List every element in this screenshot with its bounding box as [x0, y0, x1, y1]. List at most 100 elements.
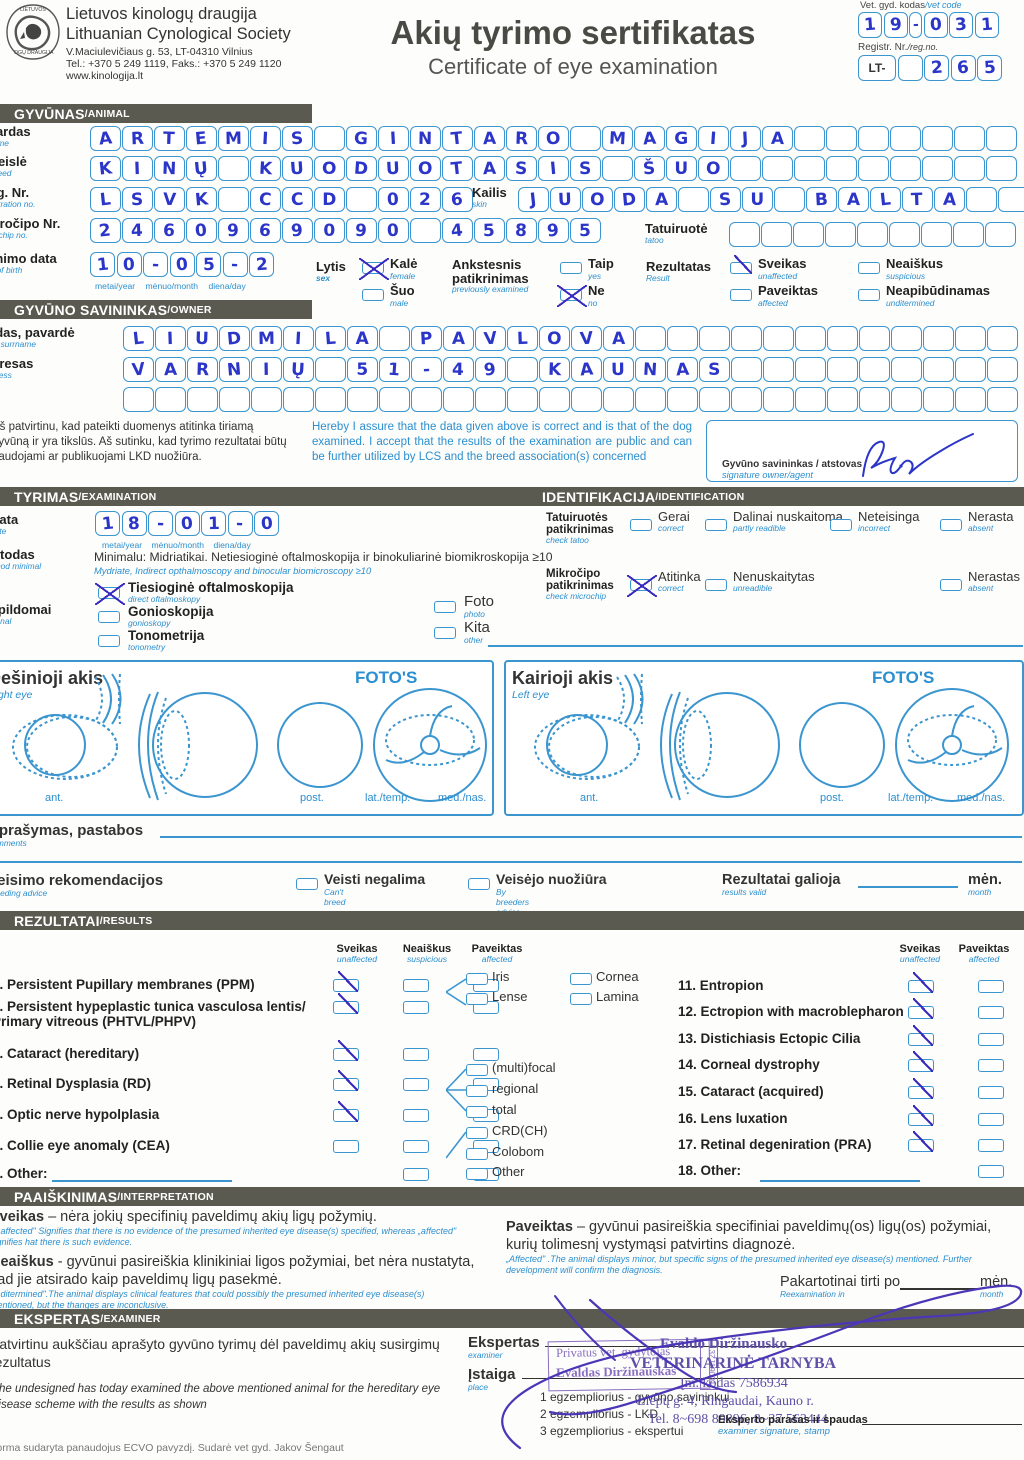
char-cell[interactable]: T [442, 156, 473, 181]
char-cell[interactable]: 0 [378, 187, 409, 212]
owner-address-field-2[interactable] [123, 387, 1019, 412]
char-cell[interactable]: T [154, 126, 185, 151]
char-cell[interactable] [795, 326, 826, 351]
char-cell[interactable]: 6 [442, 187, 473, 212]
char-cell[interactable]: A [155, 357, 186, 382]
char-cell[interactable]: S [282, 126, 313, 151]
char-cell[interactable]: L [123, 326, 154, 351]
cea-sub-colobom[interactable]: Colobom [466, 1144, 544, 1165]
char-cell[interactable] [635, 326, 666, 351]
chip-option-0[interactable]: Atitinka correct [627, 569, 701, 597]
char-cell[interactable] [219, 387, 250, 412]
chip-option-2[interactable]: Nerastas absent [940, 569, 1020, 596]
char-cell[interactable]: A [571, 357, 602, 382]
examiner-signature-line[interactable] [862, 1424, 1022, 1426]
char-cell[interactable]: 8 [121, 511, 147, 536]
char-cell[interactable]: - [411, 357, 442, 382]
char-cell[interactable] [475, 387, 506, 412]
chip-option-1[interactable]: Nenuskaitytas unreadible [705, 569, 815, 596]
char-cell[interactable]: 0 [174, 511, 200, 536]
char-cell[interactable] [827, 357, 858, 382]
char-cell[interactable]: I [155, 326, 186, 351]
char-cell[interactable] [793, 222, 824, 247]
char-cell[interactable]: T [442, 126, 473, 151]
char-cell[interactable]: G [666, 126, 697, 151]
char-cell[interactable]: 1 [90, 252, 115, 277]
result-suspicious-checkbox[interactable] [403, 1109, 429, 1122]
char-cell[interactable] [890, 156, 921, 181]
result-unaffected-checkbox[interactable] [730, 255, 752, 274]
char-cell[interactable]: D [614, 187, 645, 212]
vet-code-field[interactable]: 1 9 - 0 3 1 [858, 12, 1000, 38]
char-cell[interactable]: S [699, 357, 730, 382]
char-cell[interactable] [859, 387, 890, 412]
char-cell[interactable]: A [762, 126, 793, 151]
char-cell[interactable] [858, 156, 889, 181]
char-cell[interactable] [954, 156, 985, 181]
tattoo-option-checkbox[interactable] [830, 519, 852, 531]
reg-no-field[interactable]: LT- 2 6 5 [858, 55, 1004, 81]
char-cell[interactable]: - [148, 511, 173, 536]
result-unaffected-checkbox[interactable] [908, 998, 934, 1019]
char-cell[interactable] [123, 387, 154, 412]
char-cell[interactable] [571, 387, 602, 412]
result-suspicious-checkbox[interactable] [858, 262, 880, 274]
char-cell[interactable]: I [378, 126, 409, 151]
char-cell[interactable] [603, 387, 634, 412]
char-cell[interactable]: 1 [379, 357, 410, 382]
char-cell[interactable]: U [282, 156, 313, 181]
char-cell[interactable] [678, 187, 709, 212]
char-cell[interactable] [922, 126, 953, 151]
char-cell[interactable]: D [346, 156, 377, 181]
char-cell[interactable] [410, 218, 441, 243]
char-cell[interactable]: D [219, 326, 250, 351]
result-unaffected-checkbox[interactable] [333, 1140, 359, 1153]
sex-female-option[interactable]: Kalė female [359, 257, 417, 281]
char-cell[interactable] [539, 387, 570, 412]
char-cell[interactable] [922, 156, 953, 181]
char-cell[interactable] [729, 222, 760, 247]
char-cell[interactable]: O [410, 156, 441, 181]
char-cell[interactable] [635, 387, 666, 412]
char-cell[interactable] [987, 326, 1018, 351]
char-cell[interactable] [826, 156, 857, 181]
char-cell[interactable]: 2 [249, 252, 274, 277]
result-option-unditermined[interactable]: Neapibūdinamas unditermined [858, 284, 990, 308]
reexamination-input[interactable] [900, 1288, 978, 1290]
cea-colobom-checkbox[interactable] [466, 1148, 488, 1160]
result-unaffected-checkbox[interactable] [333, 971, 359, 992]
char-cell[interactable]: 5 [347, 357, 378, 382]
char-cell[interactable] [794, 126, 825, 151]
char-cell[interactable] [762, 156, 793, 181]
char-cell[interactable]: O [539, 326, 570, 351]
char-cell[interactable] [667, 326, 698, 351]
char-cell[interactable]: - [222, 252, 248, 277]
comments-line-2[interactable] [0, 861, 1022, 863]
exam-extra-option-other[interactable]: Kita other [434, 619, 490, 645]
char-cell[interactable] [953, 222, 984, 247]
char-cell[interactable] [761, 222, 792, 247]
char-cell[interactable] [347, 387, 378, 412]
char-cell[interactable]: V [154, 187, 185, 212]
rd-sub-regional[interactable]: regional [466, 1081, 538, 1102]
result-unaffected-checkbox[interactable] [908, 1105, 934, 1126]
char-cell[interactable] [218, 187, 249, 212]
char-cell[interactable]: A [934, 187, 965, 212]
char-cell[interactable]: 5 [196, 252, 221, 277]
char-cell[interactable]: S [570, 156, 601, 181]
result-affected-checkbox[interactable] [978, 1165, 1004, 1178]
char-cell[interactable]: A [667, 357, 698, 382]
result-suspicious-checkbox[interactable] [403, 1001, 429, 1014]
char-cell[interactable]: - [143, 252, 168, 277]
char-cell[interactable]: N [219, 357, 250, 382]
char-cell[interactable] [667, 387, 698, 412]
char-cell[interactable]: I [122, 156, 153, 181]
result-affected-checkbox[interactable] [473, 1048, 499, 1061]
char-cell[interactable]: 2 [90, 218, 121, 243]
result-suspicious-checkbox[interactable] [403, 1140, 429, 1153]
char-cell[interactable]: S [122, 187, 153, 212]
